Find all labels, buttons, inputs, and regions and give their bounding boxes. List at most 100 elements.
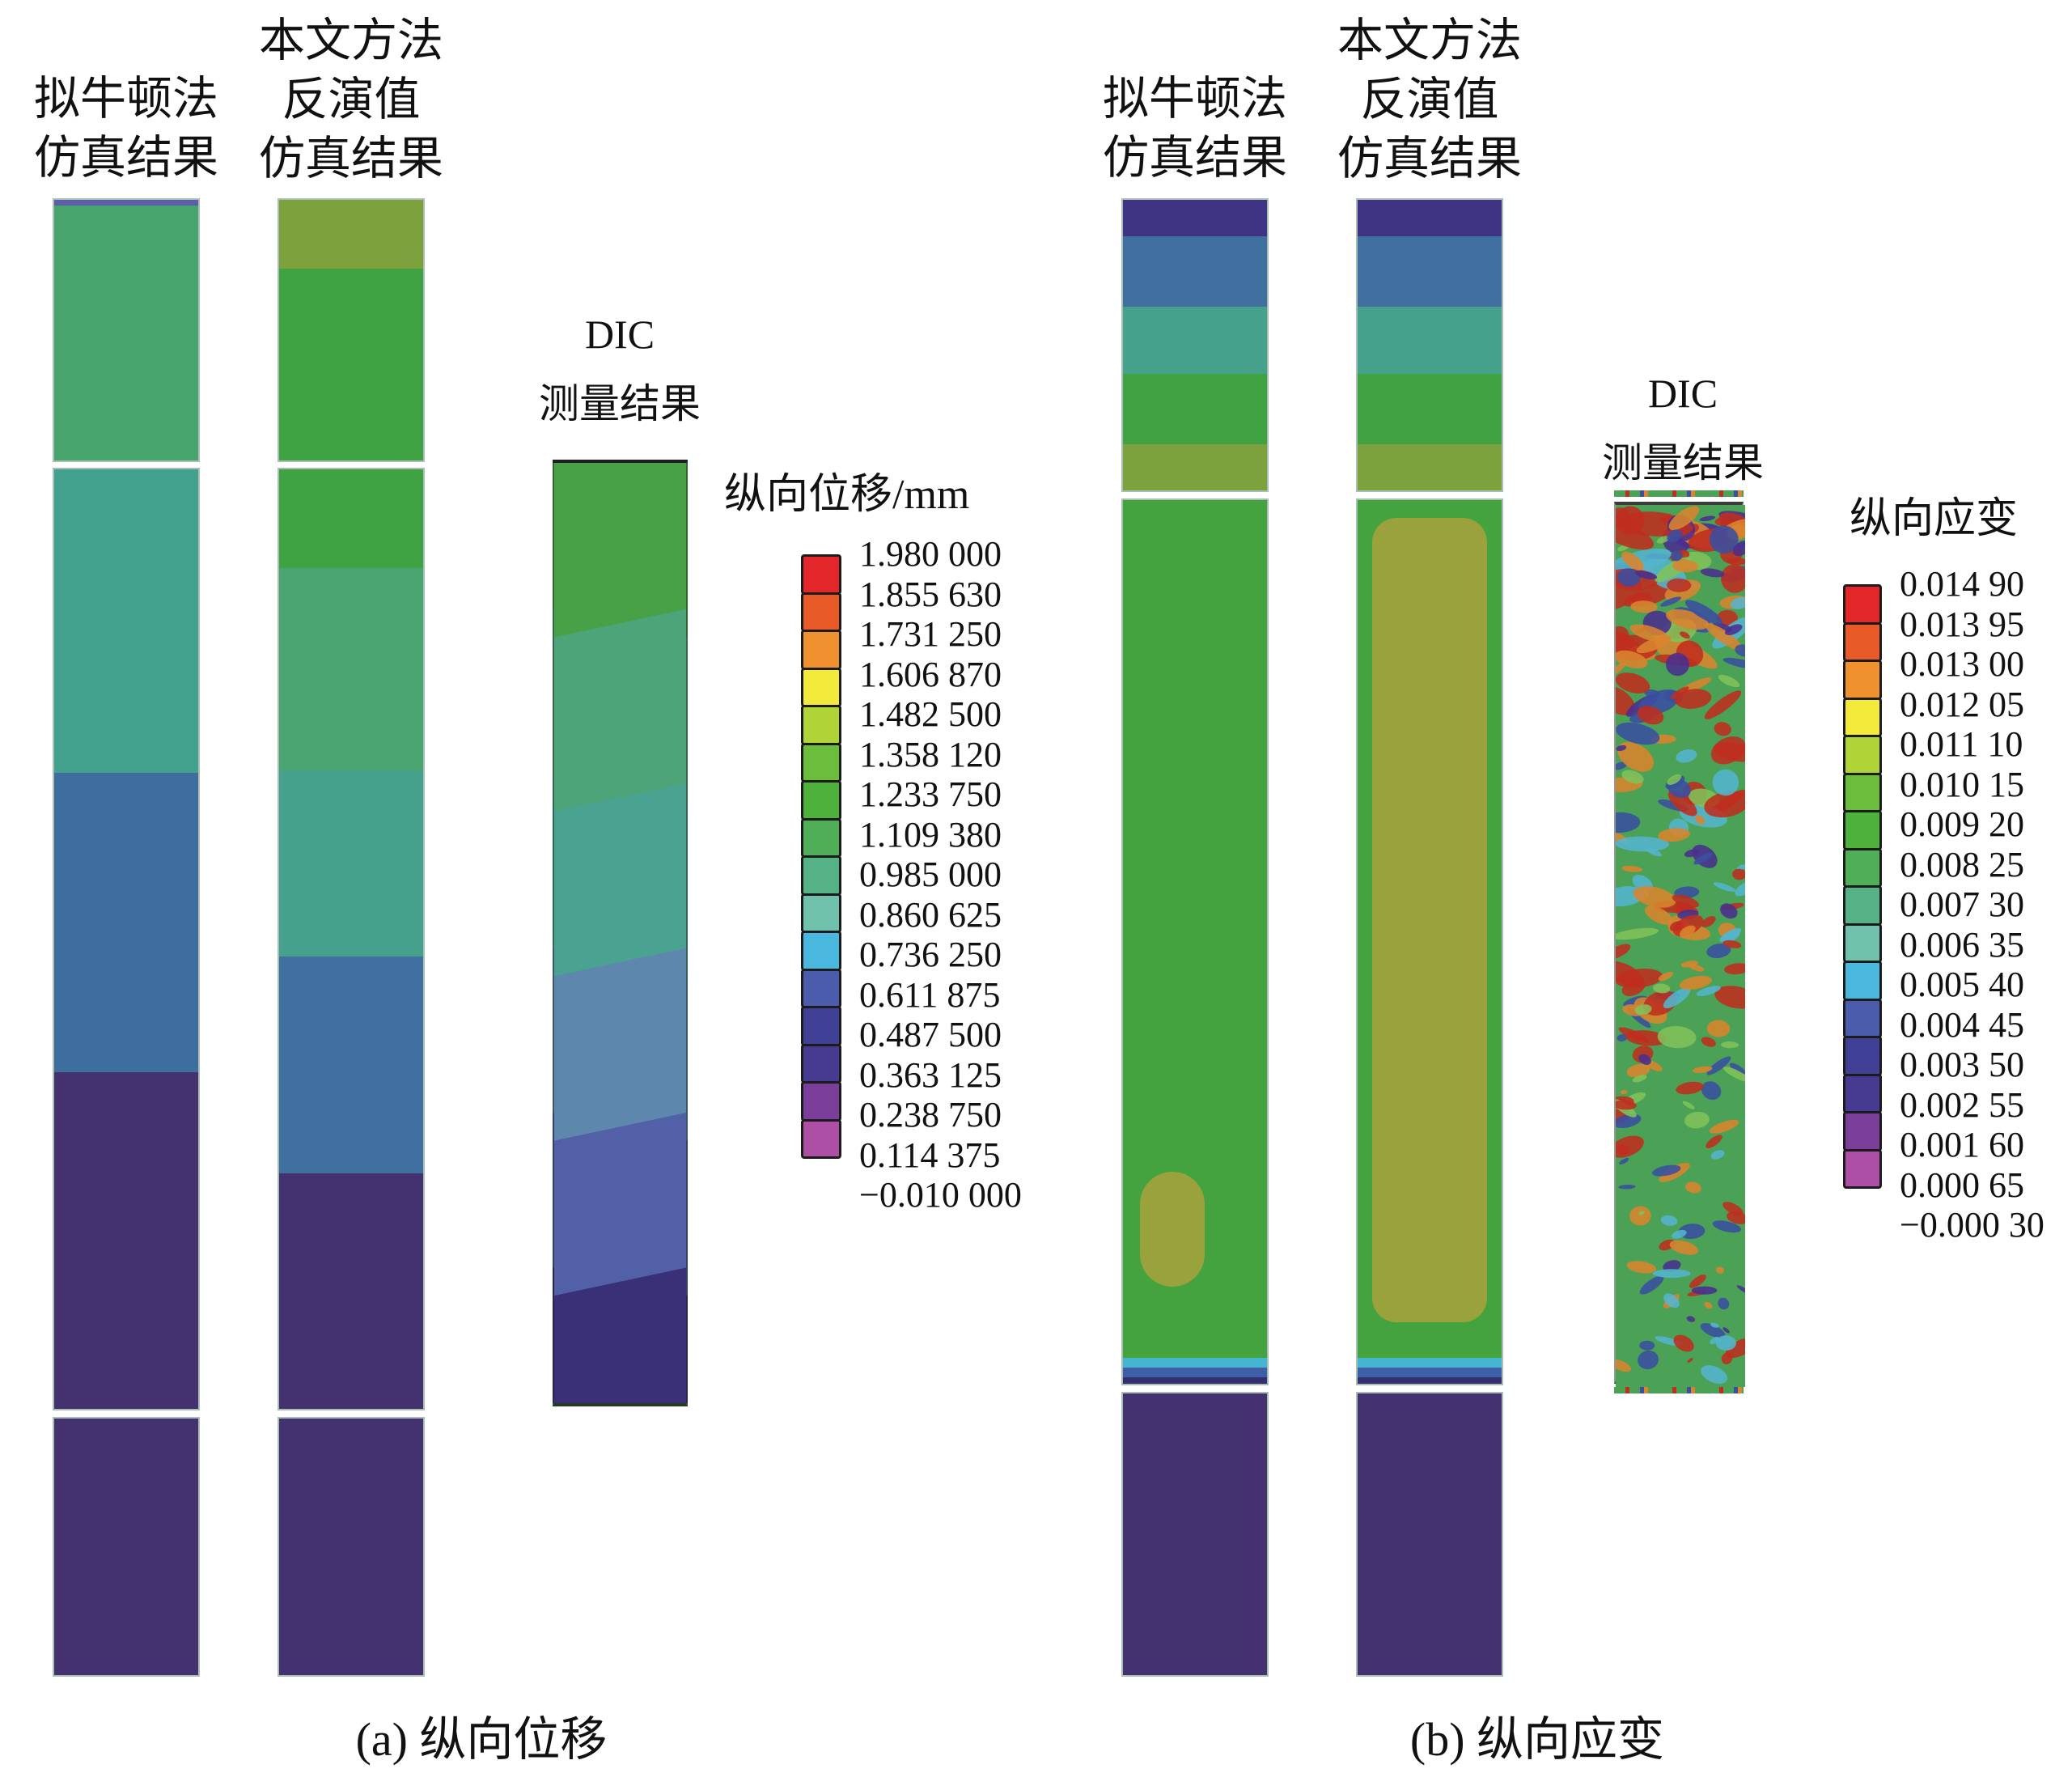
legend-tick-label: 0.114 375 bbox=[859, 1135, 1001, 1175]
contour-band bbox=[1123, 236, 1267, 307]
legend-tick-label: 0.487 500 bbox=[859, 1015, 1002, 1055]
legend-tick-label: 0.611 875 bbox=[859, 974, 1001, 1015]
contour-band bbox=[54, 1072, 198, 1409]
legend-tick-label: 0.012 05 bbox=[1900, 684, 2024, 724]
dic-measurement-contour-b bbox=[1589, 502, 1763, 1387]
header-line: 反演值 bbox=[282, 74, 421, 125]
legend-swatch bbox=[1843, 621, 1882, 662]
legend-tick-label: 1.233 750 bbox=[859, 774, 1002, 815]
legend-swatch bbox=[801, 592, 841, 632]
contour-band bbox=[54, 469, 198, 773]
contour-band bbox=[54, 773, 198, 1072]
contour-band bbox=[1358, 1393, 1502, 1675]
contour-spot bbox=[1371, 517, 1488, 1322]
legend-tick-label: 1.855 630 bbox=[859, 574, 1002, 614]
legend-tick-label: 0.985 000 bbox=[859, 855, 1002, 895]
contour-band bbox=[1358, 236, 1502, 307]
legend-tick-label: 0.006 35 bbox=[1900, 924, 2024, 965]
quasi-newton-bar-a-segment bbox=[53, 1417, 200, 1677]
column-header-quasi-newton-b: 拟牛顿法 仿真结果 bbox=[1097, 70, 1293, 188]
inversion-bar-a-segment bbox=[278, 1417, 425, 1677]
contour-band bbox=[279, 269, 423, 460]
legend-tick-label: 0.014 90 bbox=[1900, 564, 2024, 604]
inversion-bar-b-segment bbox=[1356, 198, 1503, 492]
legend-swatch bbox=[1843, 998, 1882, 1038]
dic-speckle-strip-top bbox=[1614, 490, 1744, 497]
legend-tick-label: 0.000 65 bbox=[1900, 1164, 2024, 1205]
legend-swatch bbox=[1843, 697, 1882, 737]
dic-label-line: DIC bbox=[584, 312, 655, 357]
legend-swatch bbox=[1843, 923, 1882, 963]
legend-swatch bbox=[801, 1118, 841, 1159]
contour-band bbox=[279, 1419, 423, 1675]
legend-tick-label: 0.013 95 bbox=[1900, 604, 2024, 644]
legend-swatch bbox=[801, 742, 841, 783]
contour-band bbox=[1358, 1368, 1502, 1377]
legend-swatch bbox=[801, 705, 841, 745]
header-line: 仿真结果 bbox=[1337, 134, 1522, 185]
header-line: 仿真结果 bbox=[1103, 133, 1287, 184]
quasi-newton-bar-b-segment bbox=[1121, 1392, 1269, 1677]
speckle-svg bbox=[1589, 505, 1763, 1387]
column-header-quasi-newton-a: 拟牛顿法 仿真结果 bbox=[28, 70, 224, 188]
inversion-bar-b-segment bbox=[1356, 1392, 1503, 1677]
dic-speckle-strip-bottom bbox=[1614, 1387, 1744, 1393]
legend-tick-label: 1.358 120 bbox=[859, 734, 1002, 774]
header-line: 本文方法 bbox=[259, 15, 443, 66]
dic-label-b: DIC 测量结果 bbox=[1581, 358, 1785, 498]
legend-swatch bbox=[801, 931, 841, 971]
legend-title-b: 纵向应变 bbox=[1850, 496, 2019, 542]
column-header-inversion-a: 本文方法 反演值 仿真结果 bbox=[253, 11, 449, 189]
quasi-newton-bar-b-segment bbox=[1121, 498, 1269, 1385]
legend-tick-label: 0.007 30 bbox=[1900, 884, 2024, 925]
legend-tick-label: 0.860 625 bbox=[859, 894, 1002, 935]
legend-tick-label: 0.002 55 bbox=[1900, 1084, 2024, 1125]
contour-band bbox=[1123, 1358, 1267, 1368]
header-line: 本文方法 bbox=[1337, 15, 1522, 66]
legend-swatch bbox=[1843, 961, 1882, 1001]
legend-swatch bbox=[1843, 772, 1882, 812]
legend-tick-label: 0.238 750 bbox=[859, 1095, 1002, 1135]
legend-swatch bbox=[801, 1081, 841, 1122]
contour-band bbox=[1123, 1377, 1267, 1384]
legend-colorbar-b bbox=[1843, 584, 1882, 1189]
inversion-bar-b-segment bbox=[1356, 498, 1503, 1385]
contour-band bbox=[1358, 307, 1502, 374]
quasi-newton-bar-a-segment bbox=[53, 198, 200, 462]
contour-band bbox=[54, 206, 198, 460]
contour-band bbox=[1358, 444, 1502, 490]
contour-band bbox=[1123, 444, 1267, 490]
legend-tick-label: 1.606 870 bbox=[859, 654, 1002, 694]
legend-swatch bbox=[801, 855, 841, 896]
quasi-newton-bar-b-segment bbox=[1121, 198, 1269, 492]
dic-label-line: 测量结果 bbox=[1602, 440, 1764, 486]
legend-swatch bbox=[801, 1043, 841, 1084]
legend-tick-label: 1.482 500 bbox=[859, 694, 1002, 735]
legend-swatch bbox=[1843, 1111, 1882, 1152]
caption-b: (b) 纵向应变 bbox=[1409, 1713, 1665, 1766]
legend-swatch bbox=[801, 1006, 841, 1046]
legend-swatch bbox=[801, 630, 841, 670]
legend-swatch bbox=[1843, 1073, 1882, 1113]
contour-band bbox=[279, 1173, 423, 1409]
legend-swatch bbox=[801, 968, 841, 1008]
legend-tick-label: 1.109 380 bbox=[859, 814, 1002, 855]
legend-tick-label: 0.011 10 bbox=[1900, 724, 2023, 765]
contour-band bbox=[1123, 1393, 1267, 1675]
header-line: 仿真结果 bbox=[259, 134, 443, 185]
contour-band bbox=[279, 770, 423, 956]
legend-tick-label: 0.009 20 bbox=[1900, 804, 2024, 845]
legend-swatch bbox=[801, 817, 841, 858]
legend-swatch bbox=[801, 780, 841, 821]
contour-band bbox=[279, 956, 423, 1173]
legend-tick-label: 0.008 25 bbox=[1900, 844, 2024, 884]
contour-band bbox=[1358, 374, 1502, 444]
legend-swatch bbox=[801, 667, 841, 707]
contour-band bbox=[279, 568, 423, 770]
contour-band bbox=[279, 469, 423, 568]
header-line: 拟牛顿法 bbox=[34, 74, 218, 125]
contour-band bbox=[1123, 307, 1267, 374]
inversion-bar-a-segment bbox=[278, 468, 425, 1410]
contour-band bbox=[1358, 1358, 1502, 1368]
